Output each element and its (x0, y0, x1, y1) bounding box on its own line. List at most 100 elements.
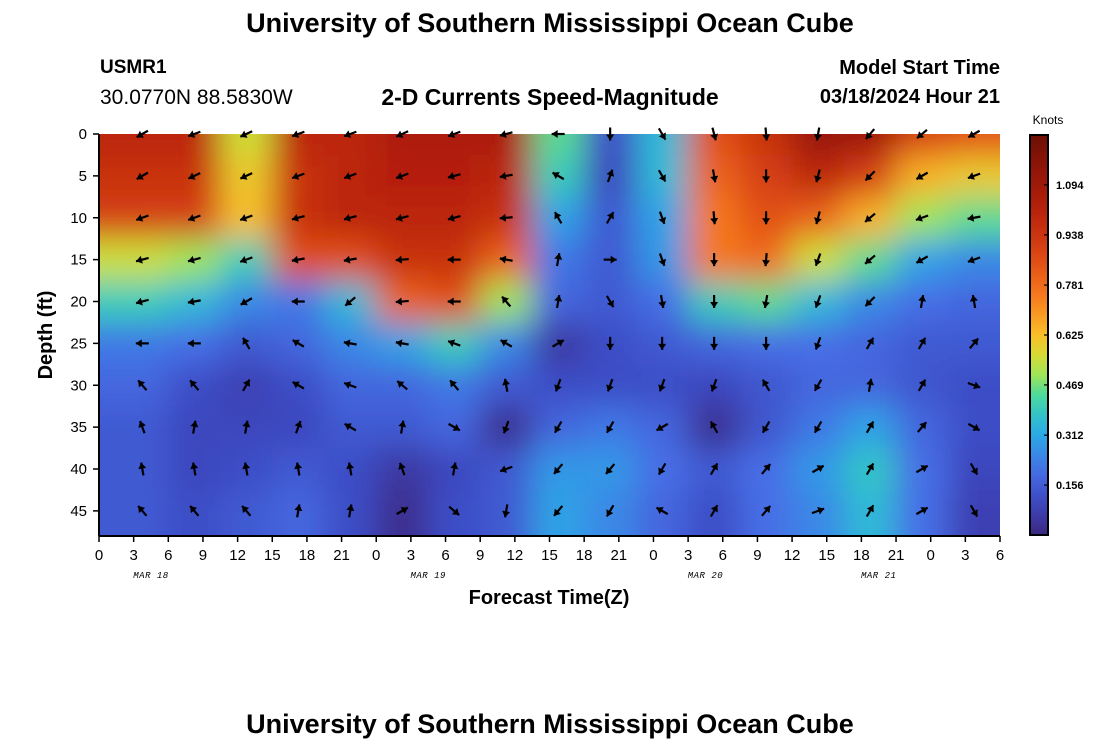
current-arrow (658, 336, 667, 350)
current-arrow (291, 297, 305, 306)
current-arrow (135, 255, 149, 264)
heat-cell (324, 134, 378, 156)
current-arrow (395, 172, 409, 180)
current-arrow (762, 169, 771, 183)
current-arrow (448, 422, 461, 432)
current-arrow (554, 294, 563, 309)
current-arrow (710, 336, 719, 350)
y-tick-label: 30 (70, 377, 87, 394)
current-arrow (606, 336, 615, 350)
heat-cell (272, 134, 326, 156)
colorbar-tick-label: 0.938 (1056, 230, 1084, 242)
heat-cell (532, 489, 586, 536)
current-arrow (447, 172, 461, 180)
current-arrow (294, 504, 303, 518)
current-arrow (500, 339, 513, 348)
chart-title: University of Southern Mississippi Ocean… (246, 8, 854, 38)
y-tick-label: 5 (79, 168, 87, 185)
current-arrow (811, 506, 825, 515)
current-arrow (710, 211, 719, 225)
y-tick-label: 20 (70, 294, 87, 311)
current-arrow (343, 339, 357, 348)
x-tick-label: 6 (719, 547, 727, 564)
heat-cell (168, 489, 222, 536)
current-arrow (294, 420, 303, 434)
current-arrow (814, 169, 822, 183)
colorbar-tick-label: 0.625 (1056, 330, 1084, 342)
colorbar-tick-label: 0.156 (1056, 480, 1084, 492)
x-tick-label: 15 (264, 547, 281, 564)
current-arrow (450, 462, 459, 476)
current-arrow (138, 420, 146, 434)
heat-cell (99, 134, 170, 156)
current-arrow (343, 381, 357, 389)
x-tick-label: 9 (199, 547, 207, 564)
date-label: MAR 21 (861, 571, 896, 581)
current-arrow (190, 462, 199, 476)
current-arrow (136, 171, 149, 181)
current-arrow (395, 130, 409, 138)
heat-cell (948, 280, 1000, 324)
current-arrow (499, 213, 513, 222)
current-arrow (137, 505, 148, 517)
x-tick-label: 6 (441, 547, 449, 564)
current-arrow (814, 211, 822, 225)
current-arrow (554, 378, 562, 392)
current-arrow (187, 255, 201, 264)
current-arrow (242, 462, 251, 476)
x-tick-label: 3 (961, 547, 969, 564)
current-arrow (137, 379, 148, 391)
current-arrow (554, 253, 563, 267)
current-arrow (967, 256, 981, 264)
y-tick-label: 40 (70, 461, 87, 478)
current-arrow (239, 130, 253, 138)
current-arrow (395, 255, 409, 264)
current-arrow (969, 462, 979, 476)
current-arrow (915, 255, 929, 264)
current-arrow (135, 297, 149, 306)
current-arrow (917, 337, 927, 350)
current-arrow (709, 420, 719, 434)
station-coordinates: 30.0770N 88.5830W (100, 86, 293, 109)
current-arrow (915, 464, 929, 474)
current-arrow (811, 464, 825, 474)
x-tick-label: 12 (784, 547, 801, 564)
current-arrow (499, 465, 513, 473)
current-arrow (292, 339, 305, 348)
current-arrow (761, 420, 771, 434)
current-arrow (709, 504, 719, 518)
current-arrow (553, 420, 563, 434)
current-arrow (762, 253, 771, 267)
heat-cell (99, 364, 170, 408)
current-arrow (344, 296, 356, 307)
heat-cell (99, 322, 170, 366)
current-arrow (343, 214, 357, 222)
heat-cell (948, 134, 1000, 156)
heat-cell (99, 280, 170, 324)
heat-cell (99, 154, 170, 198)
x-tick-label: 0 (649, 547, 657, 564)
current-arrow (967, 129, 981, 139)
current-arrow (551, 130, 565, 138)
current-arrow (136, 129, 149, 139)
current-arrow (447, 297, 461, 306)
current-arrow (242, 379, 251, 392)
heat-cell (220, 489, 274, 536)
heat-cell (168, 134, 222, 156)
current-arrow (709, 462, 719, 476)
current-arrow (499, 130, 513, 138)
current-arrow (502, 378, 511, 392)
heat-cell (480, 134, 534, 156)
current-arrow (813, 420, 823, 434)
speed-heatmap (99, 134, 1000, 536)
current-arrow (291, 172, 305, 180)
current-arrow (447, 255, 461, 264)
current-arrow (762, 127, 771, 141)
colorbar-tick-label: 1.094 (1056, 180, 1084, 192)
current-arrow (603, 255, 617, 264)
y-tick-label: 10 (70, 210, 87, 227)
current-arrow (138, 462, 147, 476)
current-arrow (501, 295, 512, 308)
current-arrow (969, 504, 979, 518)
current-arrow (657, 127, 667, 141)
